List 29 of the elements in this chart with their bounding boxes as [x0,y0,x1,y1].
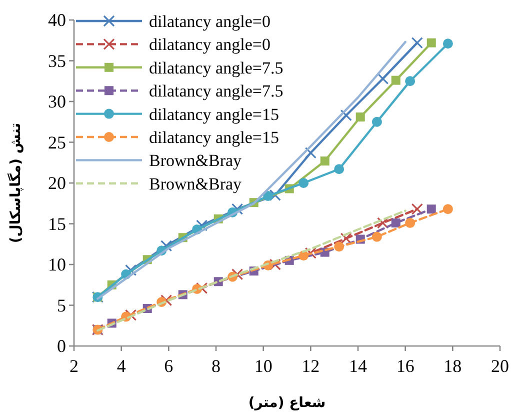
x-axis-title: شعاع (متر) [248,395,326,411]
legend-label: dilatancy angle=0 [149,12,270,31]
x-tick-label: 16 [396,356,414,376]
x-tick-label: 10 [254,356,272,376]
y-tick-label: 10 [48,254,66,274]
legend-label: dilatancy angle=15 [149,128,279,147]
x-tick-label: 20 [491,356,509,376]
legend-label: Brown&Bray [149,151,242,170]
x-tick-label: 2 [70,356,78,376]
legend-label: Brown&Bray [149,174,242,194]
y-tick-label: 5 [57,295,66,316]
x-tick-label: 14 [349,356,367,376]
y-tick-label: 35 [48,50,66,71]
legend-label: dilatancy angle=7.5 [149,82,284,101]
x-tick-label: 6 [164,356,174,376]
y-tick-label: 15 [48,214,66,234]
legend-label: dilatancy angle=15 [149,104,279,124]
x-tick-label: 18 [444,356,462,376]
y-tick-label: 0 [57,336,66,356]
x-tick-label: 4 [116,356,126,376]
y-tick-label: 25 [48,132,66,152]
legend-label: dilatancy angle=0 [149,35,270,54]
x-tick-label: 12 [302,356,320,376]
x-tick-label: 8 [212,356,220,376]
y-tick-label: 30 [48,92,66,112]
legend-label: dilatancy angle=7.5 [149,58,284,78]
y-tick-label: 20 [48,173,66,193]
y-axis-title: تنش (مگاپاسکال) [7,122,24,244]
y-tick-label: 40 [48,10,66,30]
